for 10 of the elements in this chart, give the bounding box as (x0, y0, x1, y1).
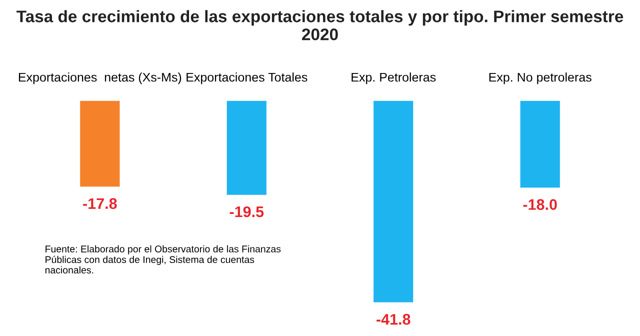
x-tick-label: Exportaciones netas (Xs-Ms) (18, 72, 182, 84)
x-tick-label: Exportaciones Totales (186, 72, 308, 84)
annotation: Fuente: Elaborado por el Observatorio de las Finanzas Públicas con datos de Inegi, Sistema de cuentas nacionales. (45, 245, 281, 274)
chart-title: Tasa de crecimiento de las exportaciones totales y por tipo. Primer semestre 2020 (16, 10, 624, 40)
data-label: -41.8 (376, 314, 410, 325)
x-tick-label: Exp. Petroleras (352, 72, 436, 84)
data-label: -19.5 (230, 206, 264, 218)
data-label: -17.8 (83, 198, 117, 209)
data-label: -18.0 (523, 199, 557, 210)
x-tick-label: Exp. No petroleras (489, 72, 592, 84)
